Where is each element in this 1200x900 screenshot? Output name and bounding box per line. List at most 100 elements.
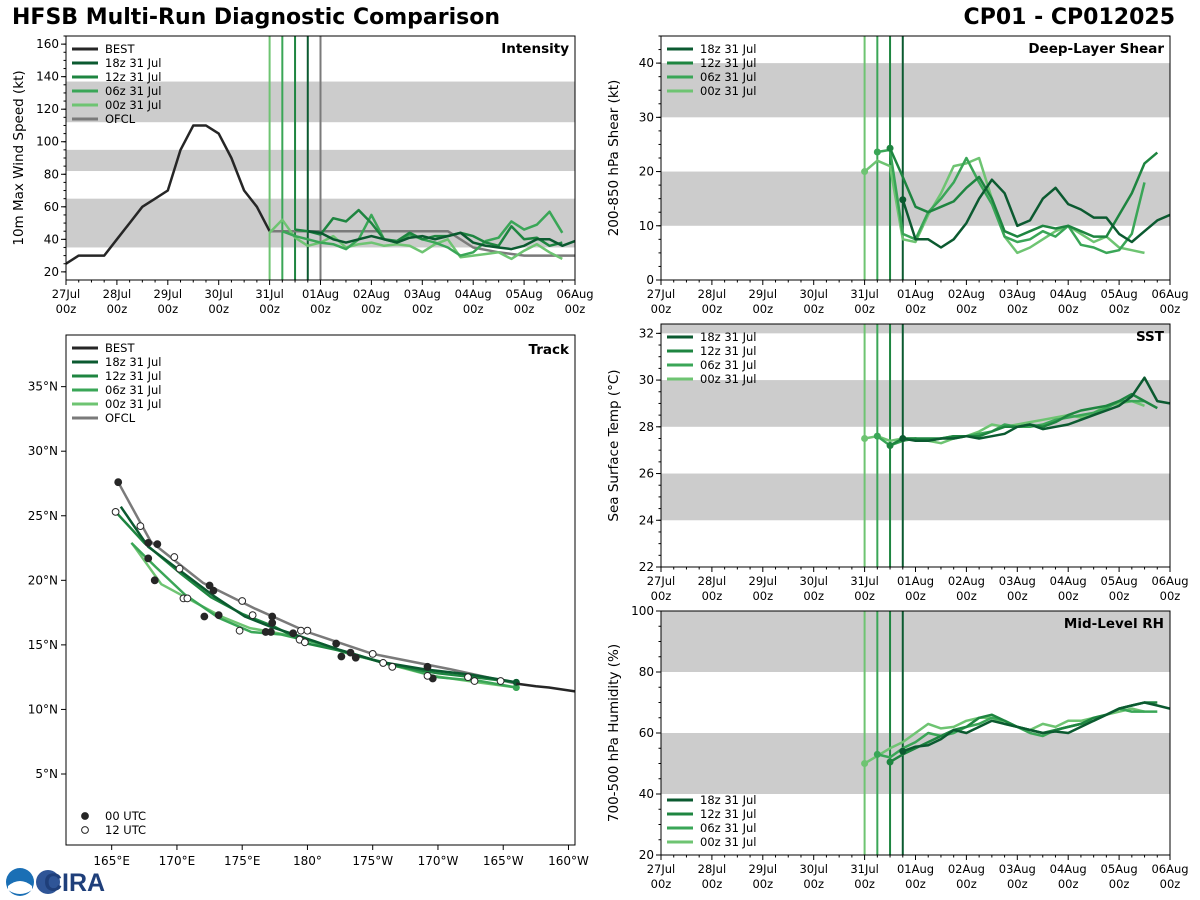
track-frame [65, 334, 576, 846]
shear-xtick-label: 00z [854, 302, 875, 316]
track-xtick-label: 180° [293, 854, 322, 868]
intensity-xtick-label: 04Aug [455, 287, 492, 301]
shear-legend-label: 12z 31 Jul [700, 56, 757, 70]
track-point-00utc [268, 612, 277, 621]
intensity-legend-label: BEST [105, 42, 135, 56]
shear-legend-label: 00z 31 Jul [700, 84, 757, 98]
intensity-ytick-label: 140 [36, 70, 59, 84]
track-point-00utc [150, 576, 159, 585]
track-point-00utc [209, 586, 218, 595]
track-point-00utc [267, 628, 275, 636]
rh-xtick-label: 29Jul [749, 862, 778, 876]
rh-panel: 2040608010027Jul00z28Jul00z29Jul00z30Jul… [606, 604, 1189, 891]
track-point-00utc [337, 652, 346, 661]
track-point-12utc [464, 673, 472, 682]
rh-xtick-label: 00z [1109, 877, 1130, 891]
track-legend-label: 18z 31 Jul [105, 355, 162, 369]
track-xtick-label: 175°E [224, 854, 261, 868]
rh-legend-label: 06z 31 Jul [700, 821, 757, 835]
shear-title: Deep-Layer Shear [1028, 41, 1164, 57]
track-point-12utc [183, 594, 192, 603]
intensity-ytick-label: 120 [36, 102, 59, 116]
intensity-xtick-label: 00z [107, 302, 128, 316]
intensity-legend-label: 18z 31 Jul [105, 56, 162, 70]
rh-ytick-label: 100 [631, 604, 654, 618]
intensity-legend-label: 12z 31 Jul [105, 70, 162, 84]
intensity-legend-label: OFCL [105, 112, 136, 126]
sst-xtick-label: 00z [1160, 589, 1181, 603]
sst-ytick-label: 24 [639, 513, 654, 527]
intensity-xtick-label: 00z [310, 302, 331, 316]
track-panel: 165°E 170°E 175°E 180° 175°W 170°W 165°W 160°W 5… [28, 334, 589, 868]
track-point-00utc [332, 639, 341, 648]
shear-xtick-label: 00z [803, 302, 824, 316]
intensity-ytick-label: 20 [44, 265, 59, 279]
rh-xtick-label: 31Jul [850, 862, 879, 876]
track-series-best [516, 682, 576, 693]
shear-ytick-label: 30 [639, 110, 654, 124]
track-point-12utc [235, 626, 244, 635]
shear-xtick-label: 29Jul [749, 287, 778, 301]
intensity-xtick-label: 31Jul [255, 287, 284, 301]
intensity-xtick-label: 00z [514, 302, 535, 316]
intensity-xtick-label: 00z [565, 302, 586, 316]
sst-title: SST [1136, 329, 1165, 345]
rh-xtick-label: 00z [702, 877, 723, 891]
shear-legend-label: 06z 31 Jul [700, 70, 757, 84]
shear-panel: 01020304027Jul00z28Jul00z29Jul00z30Jul00… [606, 35, 1189, 316]
track-point-12utc [379, 659, 388, 667]
sst-xtick-label: 00z [854, 589, 875, 603]
rh-plot-area [661, 611, 1170, 855]
sst-xtick-label: 00z [702, 589, 723, 603]
intensity-title: Intensity [501, 41, 569, 57]
track-init-marker [512, 683, 520, 691]
track-ytick-label: 15°N [28, 638, 58, 652]
sst-xtick-label: 31Jul [850, 574, 879, 588]
rh-ytick-label: 40 [639, 787, 654, 801]
globe-icon [36, 870, 60, 894]
sst-xtick-label: 00z [1007, 589, 1028, 603]
rh-ylabel: 700-500 hPa Humidity (%) [606, 644, 622, 822]
rh-xtick-label: 05Aug [1101, 862, 1138, 876]
intensity-xtick-label: 01Aug [302, 287, 339, 301]
shear-init-marker [899, 196, 907, 204]
track-marker-legend-label: 12 UTC [105, 823, 146, 837]
shear-xtick-label: 00z [1109, 302, 1130, 316]
sst-band [661, 473, 1170, 521]
intensity-xtick-label: 00z [56, 302, 77, 316]
rh-xtick-label: 01Aug [897, 862, 934, 876]
rh-init-marker [886, 758, 894, 766]
intensity-legend-label: 06z 31 Jul [105, 84, 162, 98]
intensity-xtick-label: 05Aug [506, 287, 543, 301]
track-series-ofcl [117, 481, 517, 685]
sst-band [661, 324, 1170, 334]
track-xtick-label: 165°E [93, 854, 130, 868]
rh-title: Mid-Level RH [1064, 616, 1164, 632]
rh-xtick-label: 06Aug [1151, 862, 1188, 876]
sst-xtick-label: 00z [651, 589, 672, 603]
track-point-12utc [300, 638, 309, 647]
sst-init-marker [886, 442, 894, 449]
intensity-plot-area [66, 36, 575, 280]
intensity-series-best [66, 124, 271, 265]
track-legend-label: 00z 31 Jul [105, 397, 162, 411]
intensity-xtick-label: 29Jul [154, 287, 183, 301]
noaa-wave-icon [8, 881, 32, 894]
sst-xtick-label: 00z [956, 589, 977, 603]
shear-xtick-label: 06Aug [1151, 287, 1188, 301]
sst-xtick-label: 27Jul [647, 574, 676, 588]
rh-xtick-label: 04Aug [1050, 862, 1087, 876]
intensity-xtick-label: 00z [463, 302, 484, 316]
cira-logo: CIRA [6, 868, 105, 897]
intensity-xtick-label: 02Aug [353, 287, 390, 301]
track-xtick-label: 160°W [548, 854, 589, 868]
track-point-00utc [423, 662, 432, 671]
sst-ylabel: Sea Surface Temp (°C) [606, 369, 622, 521]
sst-ytick-label: 30 [639, 373, 654, 387]
track-point-00utc [144, 538, 153, 547]
intensity-xtick-label: 30Jul [204, 287, 233, 301]
sst-xtick-label: 06Aug [1151, 574, 1188, 588]
shear-xtick-label: 00z [1058, 302, 1079, 316]
sst-xtick-label: 29Jul [749, 574, 778, 588]
